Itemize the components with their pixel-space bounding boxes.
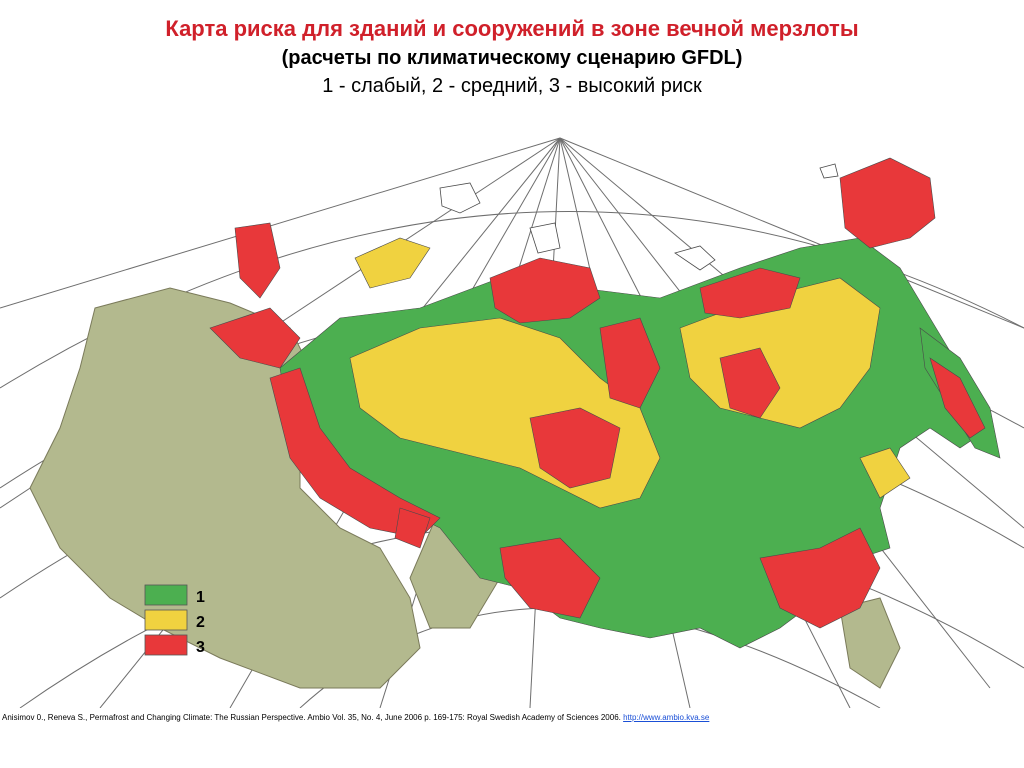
- new-siberian-islands: [674, 245, 716, 271]
- high-zone-baikal: [499, 537, 601, 619]
- legend-label-medium: 2: [196, 614, 205, 631]
- arctic-islands: [439, 163, 839, 271]
- high-zone-kola: [234, 222, 281, 299]
- legend-swatch-high: [144, 634, 188, 656]
- wrangel-island: [819, 163, 839, 179]
- high-zone-yakutia-central: [719, 347, 781, 419]
- zone-high-risk: [209, 157, 986, 629]
- high-zone-karelia: [209, 307, 301, 369]
- high-zone-amur: [759, 527, 881, 629]
- title-block: Карта риска для зданий и сооружений в зо…: [0, 14, 1024, 100]
- legend-swatch-medium: [144, 609, 188, 631]
- citation-text: Anisimov 0., Reneva S., Permafrost and C…: [2, 713, 621, 722]
- high-zone-taimyr: [489, 257, 601, 324]
- high-zone-lena: [599, 317, 661, 409]
- legend-label-high: 3: [196, 639, 205, 656]
- high-zone-altai: [394, 507, 431, 549]
- legend-label-low: 1: [196, 589, 205, 606]
- high-zone-chukotka: [839, 157, 936, 249]
- franz-josef-land: [439, 182, 481, 214]
- legend-swatch-low: [144, 584, 188, 606]
- high-zone-central-siberia: [529, 407, 621, 489]
- severnaya-zemlya: [529, 222, 561, 254]
- high-zone-kamchatka: [929, 357, 986, 439]
- page-title: Карта риска для зданий и сооружений в зо…: [165, 16, 859, 41]
- risk-scale-note: 1 - слабый, 2 - средний, 3 - высокий рис…: [322, 75, 702, 97]
- meridian-line: [0, 137, 561, 309]
- far-east-south-area: [839, 597, 901, 689]
- high-zone-urals-south: [269, 367, 441, 539]
- legend: 1 2 3: [144, 584, 205, 656]
- high-zone-yakutia-north: [699, 267, 801, 319]
- citation: Anisimov 0., Reneva S., Permafrost and C…: [2, 712, 1022, 724]
- permafrost-risk-map: 1 2 3: [0, 137, 1024, 708]
- page-subtitle: (расчеты по климатическому сценарию GFDL…: [281, 47, 743, 69]
- novaya-zemlya: [354, 237, 431, 289]
- citation-link[interactable]: http://www.ambio.kva.se: [623, 713, 710, 722]
- medium-zone-okhotsk: [859, 447, 911, 499]
- meridian-line: [559, 137, 1024, 329]
